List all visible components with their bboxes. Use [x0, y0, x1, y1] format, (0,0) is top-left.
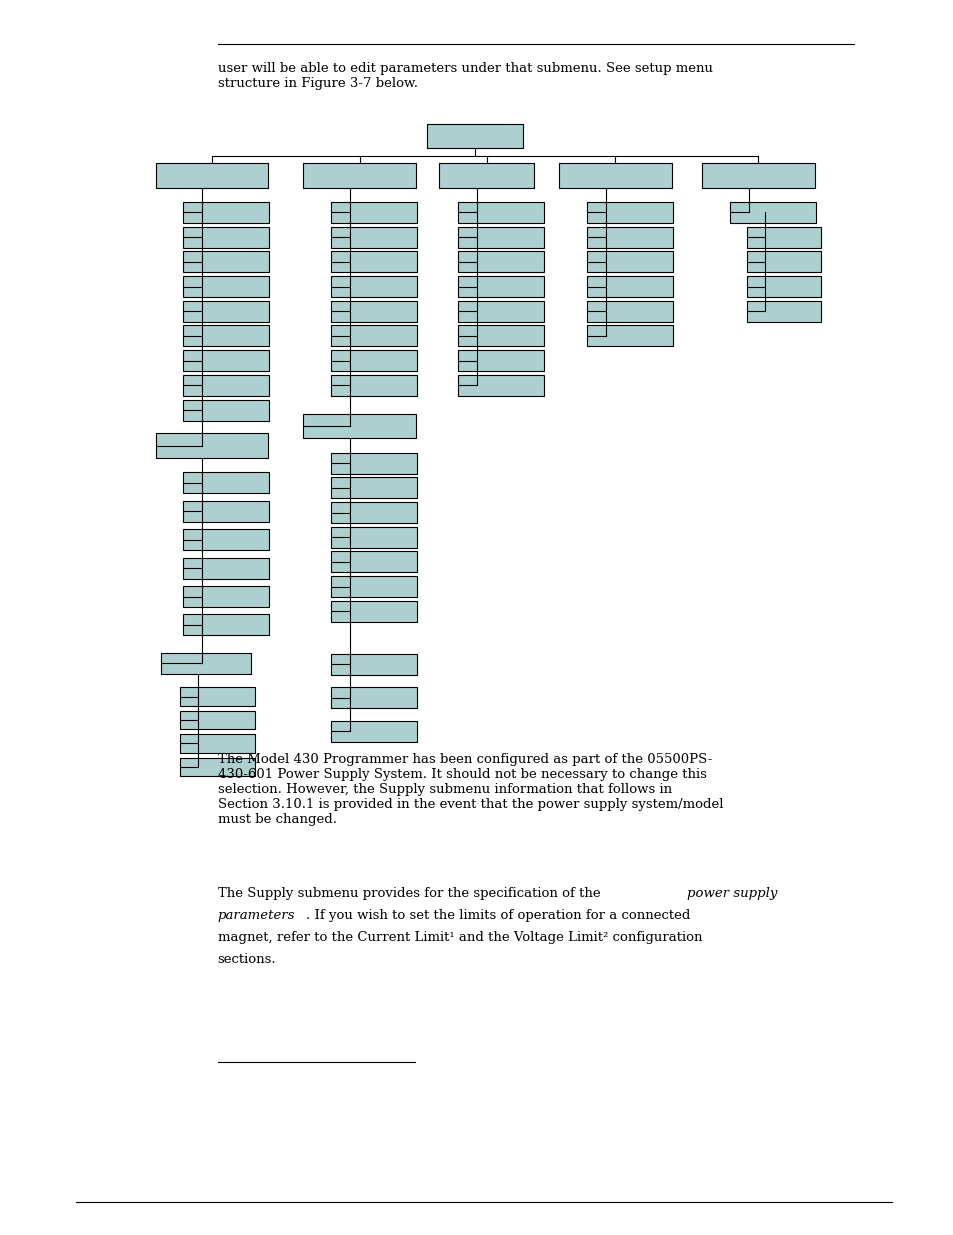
FancyBboxPatch shape [183, 501, 269, 522]
FancyBboxPatch shape [331, 226, 416, 247]
Text: magnet, refer to the Current Limit¹ and the Voltage Limit² configuration: magnet, refer to the Current Limit¹ and … [217, 931, 701, 945]
FancyBboxPatch shape [183, 301, 269, 322]
FancyBboxPatch shape [457, 351, 543, 370]
FancyBboxPatch shape [331, 655, 416, 674]
FancyBboxPatch shape [586, 226, 672, 247]
FancyBboxPatch shape [701, 163, 814, 188]
FancyBboxPatch shape [183, 226, 269, 247]
FancyBboxPatch shape [331, 501, 416, 524]
FancyBboxPatch shape [586, 301, 672, 322]
Text: . If you wish to set the limits of operation for a connected: . If you wish to set the limits of opera… [306, 909, 690, 923]
FancyBboxPatch shape [331, 551, 416, 572]
FancyBboxPatch shape [457, 226, 543, 247]
FancyBboxPatch shape [180, 711, 254, 729]
FancyBboxPatch shape [331, 576, 416, 597]
Text: The Model 430 Programmer has been configured as part of the 05500PS-
430-601 Pow: The Model 430 Programmer has been config… [217, 753, 722, 826]
FancyBboxPatch shape [331, 375, 416, 395]
FancyBboxPatch shape [183, 251, 269, 272]
Text: user will be able to edit parameters under that submenu. See setup menu
structur: user will be able to edit parameters und… [217, 62, 712, 90]
FancyBboxPatch shape [180, 758, 254, 777]
FancyBboxPatch shape [746, 301, 821, 322]
FancyBboxPatch shape [586, 275, 672, 296]
FancyBboxPatch shape [586, 251, 672, 272]
FancyBboxPatch shape [331, 478, 416, 498]
FancyBboxPatch shape [183, 400, 269, 420]
FancyBboxPatch shape [558, 163, 671, 188]
FancyBboxPatch shape [331, 601, 416, 622]
FancyBboxPatch shape [183, 351, 269, 370]
FancyBboxPatch shape [183, 201, 269, 224]
FancyBboxPatch shape [427, 124, 522, 148]
FancyBboxPatch shape [457, 251, 543, 272]
FancyBboxPatch shape [183, 557, 269, 578]
FancyBboxPatch shape [331, 526, 416, 548]
FancyBboxPatch shape [331, 687, 416, 709]
FancyBboxPatch shape [331, 351, 416, 370]
FancyBboxPatch shape [746, 251, 821, 272]
Text: sections.: sections. [217, 953, 275, 967]
FancyBboxPatch shape [331, 452, 416, 473]
FancyBboxPatch shape [331, 301, 416, 322]
FancyBboxPatch shape [586, 325, 672, 347]
FancyBboxPatch shape [331, 325, 416, 347]
FancyBboxPatch shape [746, 275, 821, 296]
FancyBboxPatch shape [457, 375, 543, 395]
FancyBboxPatch shape [331, 721, 416, 741]
FancyBboxPatch shape [746, 226, 821, 247]
FancyBboxPatch shape [183, 325, 269, 347]
FancyBboxPatch shape [331, 251, 416, 272]
FancyBboxPatch shape [180, 687, 254, 706]
Text: The Supply submenu provides for the specification of the: The Supply submenu provides for the spec… [217, 887, 604, 900]
FancyBboxPatch shape [457, 275, 543, 296]
FancyBboxPatch shape [457, 325, 543, 347]
FancyBboxPatch shape [457, 201, 543, 224]
Text: power supply: power supply [686, 887, 777, 900]
FancyBboxPatch shape [183, 529, 269, 551]
FancyBboxPatch shape [183, 472, 269, 493]
FancyBboxPatch shape [331, 201, 416, 224]
FancyBboxPatch shape [155, 163, 268, 188]
FancyBboxPatch shape [438, 163, 534, 188]
FancyBboxPatch shape [586, 201, 672, 224]
FancyBboxPatch shape [160, 652, 251, 674]
FancyBboxPatch shape [303, 163, 416, 188]
FancyBboxPatch shape [331, 275, 416, 296]
FancyBboxPatch shape [155, 433, 268, 458]
FancyBboxPatch shape [303, 414, 416, 438]
FancyBboxPatch shape [183, 275, 269, 296]
FancyBboxPatch shape [457, 301, 543, 322]
FancyBboxPatch shape [183, 585, 269, 606]
Text: parameters: parameters [217, 909, 294, 923]
FancyBboxPatch shape [183, 615, 269, 636]
FancyBboxPatch shape [729, 201, 815, 224]
FancyBboxPatch shape [180, 734, 254, 752]
FancyBboxPatch shape [183, 375, 269, 395]
